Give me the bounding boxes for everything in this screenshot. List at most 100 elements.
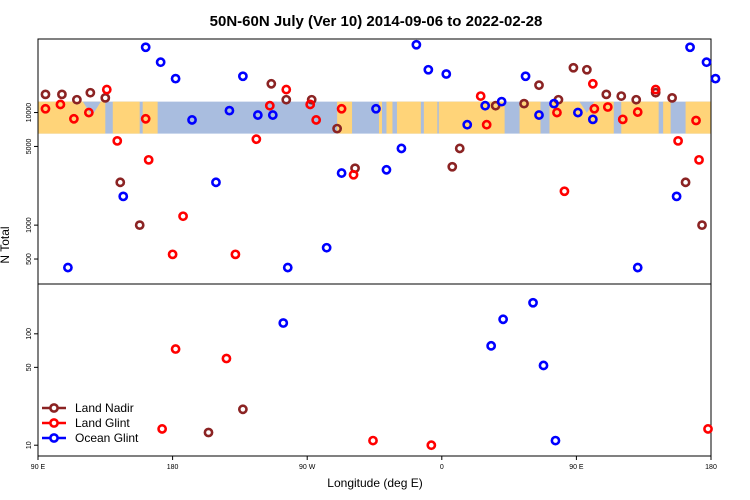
data-point-land-nadir [534, 80, 544, 91]
data-point-land-glint [336, 103, 347, 114]
x-axis: 90 E 180 90 W 0 90 E 180 [31, 456, 717, 471]
data-point-land-glint [170, 344, 181, 354]
map-land-segment [663, 101, 671, 134]
data-point-land-nadir [454, 143, 465, 154]
legend-marker [49, 403, 59, 413]
data-point-ocean-glint [118, 191, 129, 202]
legend-marker [49, 418, 59, 428]
data-point-ocean-glint [549, 98, 559, 109]
data-point-land-glint [157, 424, 168, 434]
y-tick-label: 50 [26, 363, 33, 371]
data-point-land-glint [589, 103, 600, 114]
data-point-ocean-glint [321, 242, 332, 253]
data-point-land-nadir [40, 89, 51, 100]
data-point-land-nadir [601, 89, 612, 100]
x-tick-label: 0 [440, 464, 444, 471]
legend-label: Land Nadir [75, 401, 134, 415]
data-point-ocean-glint [63, 262, 73, 273]
data-point-land-glint [143, 154, 154, 165]
data-point-ocean-glint [671, 191, 682, 202]
bottom-y-axis: 10 50 100 [26, 328, 38, 449]
data-point-land-glint [68, 113, 79, 124]
data-point-land-glint [673, 135, 683, 146]
data-point-ocean-glint [496, 96, 507, 107]
data-point-land-glint [703, 424, 713, 434]
data-point-land-glint [178, 211, 188, 222]
data-point-ocean-glint [140, 42, 151, 53]
data-point-land-nadir [237, 404, 248, 415]
data-point-ocean-glint [462, 119, 473, 130]
x-tick-label: 90 E [31, 464, 46, 471]
y-tick-label: 5000 [26, 139, 33, 155]
data-point-ocean-glint [710, 73, 721, 84]
data-point-ocean-glint [520, 71, 531, 82]
y-tick-label: 10 [26, 441, 33, 449]
x-axis-label: Longitude (deg E) [327, 476, 422, 490]
map-land-segment [423, 101, 438, 134]
data-point-ocean-glint [170, 73, 181, 84]
legend-marker [49, 433, 59, 443]
data-point-land-glint [101, 84, 112, 95]
data-point-ocean-glint [534, 110, 544, 120]
data-point-land-nadir [519, 98, 529, 109]
data-point-land-nadir [332, 123, 343, 134]
x-tick-label: 90 E [569, 464, 584, 471]
data-point-land-glint [694, 154, 704, 165]
data-point-land-nadir [57, 89, 67, 100]
data-point-ocean-glint [155, 57, 166, 68]
x-tick-label: 180 [705, 464, 717, 471]
data-point-ocean-glint [371, 103, 381, 114]
legend-label: Land Glint [75, 416, 130, 430]
data-point-land-glint [348, 169, 359, 180]
data-point-land-glint [602, 102, 613, 112]
legend-label: Ocean Glint [75, 431, 139, 445]
data-point-ocean-glint [632, 262, 643, 273]
data-point-land-glint [112, 135, 123, 146]
data-point-land-glint [305, 99, 316, 110]
data-point-ocean-glint [486, 340, 497, 351]
data-point-land-glint [617, 114, 628, 125]
y-tick-label: 100 [26, 328, 33, 340]
data-point-land-glint [559, 186, 570, 197]
data-point-land-nadir [616, 91, 627, 101]
data-point-ocean-glint [572, 107, 583, 118]
data-point-land-nadir [203, 427, 214, 438]
map-ocean-inlet [579, 101, 595, 113]
map-land [38, 101, 711, 134]
data-point-ocean-glint [685, 42, 695, 53]
data-point-land-glint [691, 115, 701, 126]
data-point-land-nadir [447, 161, 458, 172]
data-point-land-glint [281, 84, 292, 95]
chart-title: 50N-60N July (Ver 10) 2014-09-06 to 2022… [210, 13, 543, 30]
data-point-land-glint [552, 107, 562, 118]
data-point-ocean-glint [237, 71, 248, 82]
data-point-land-glint [140, 113, 151, 124]
data-point-ocean-glint [267, 110, 278, 120]
data-point-land-nadir [581, 64, 592, 75]
data-point-land-glint [475, 91, 486, 101]
data-point-land-nadir [85, 87, 96, 98]
data-point-ocean-glint [336, 168, 347, 178]
data-point-land-nadir [680, 177, 691, 188]
data-point-land-glint [40, 103, 51, 114]
data-point-land-nadir [134, 220, 145, 231]
data-point-land-nadir [115, 177, 126, 188]
data-point-land-glint [230, 249, 241, 260]
x-tick-label: 90 W [299, 464, 316, 471]
data-point-ocean-glint [550, 435, 561, 446]
data-point-land-nadir [100, 92, 111, 103]
top-y-axis: 500 1000 5000 10000 [26, 103, 38, 265]
data-point-land-glint [481, 119, 492, 130]
data-point-land-glint [264, 100, 275, 111]
y-axis-label: N Total [0, 226, 12, 263]
data-point-ocean-glint [528, 297, 538, 308]
data-point-ocean-glint [396, 143, 407, 154]
data-point-ocean-glint [701, 57, 712, 68]
data-point-ocean-glint [278, 318, 289, 328]
data-point-land-glint [311, 115, 322, 125]
data-points [40, 39, 721, 451]
data-point-ocean-glint [252, 110, 263, 120]
x-tick-label: 180 [167, 464, 179, 471]
